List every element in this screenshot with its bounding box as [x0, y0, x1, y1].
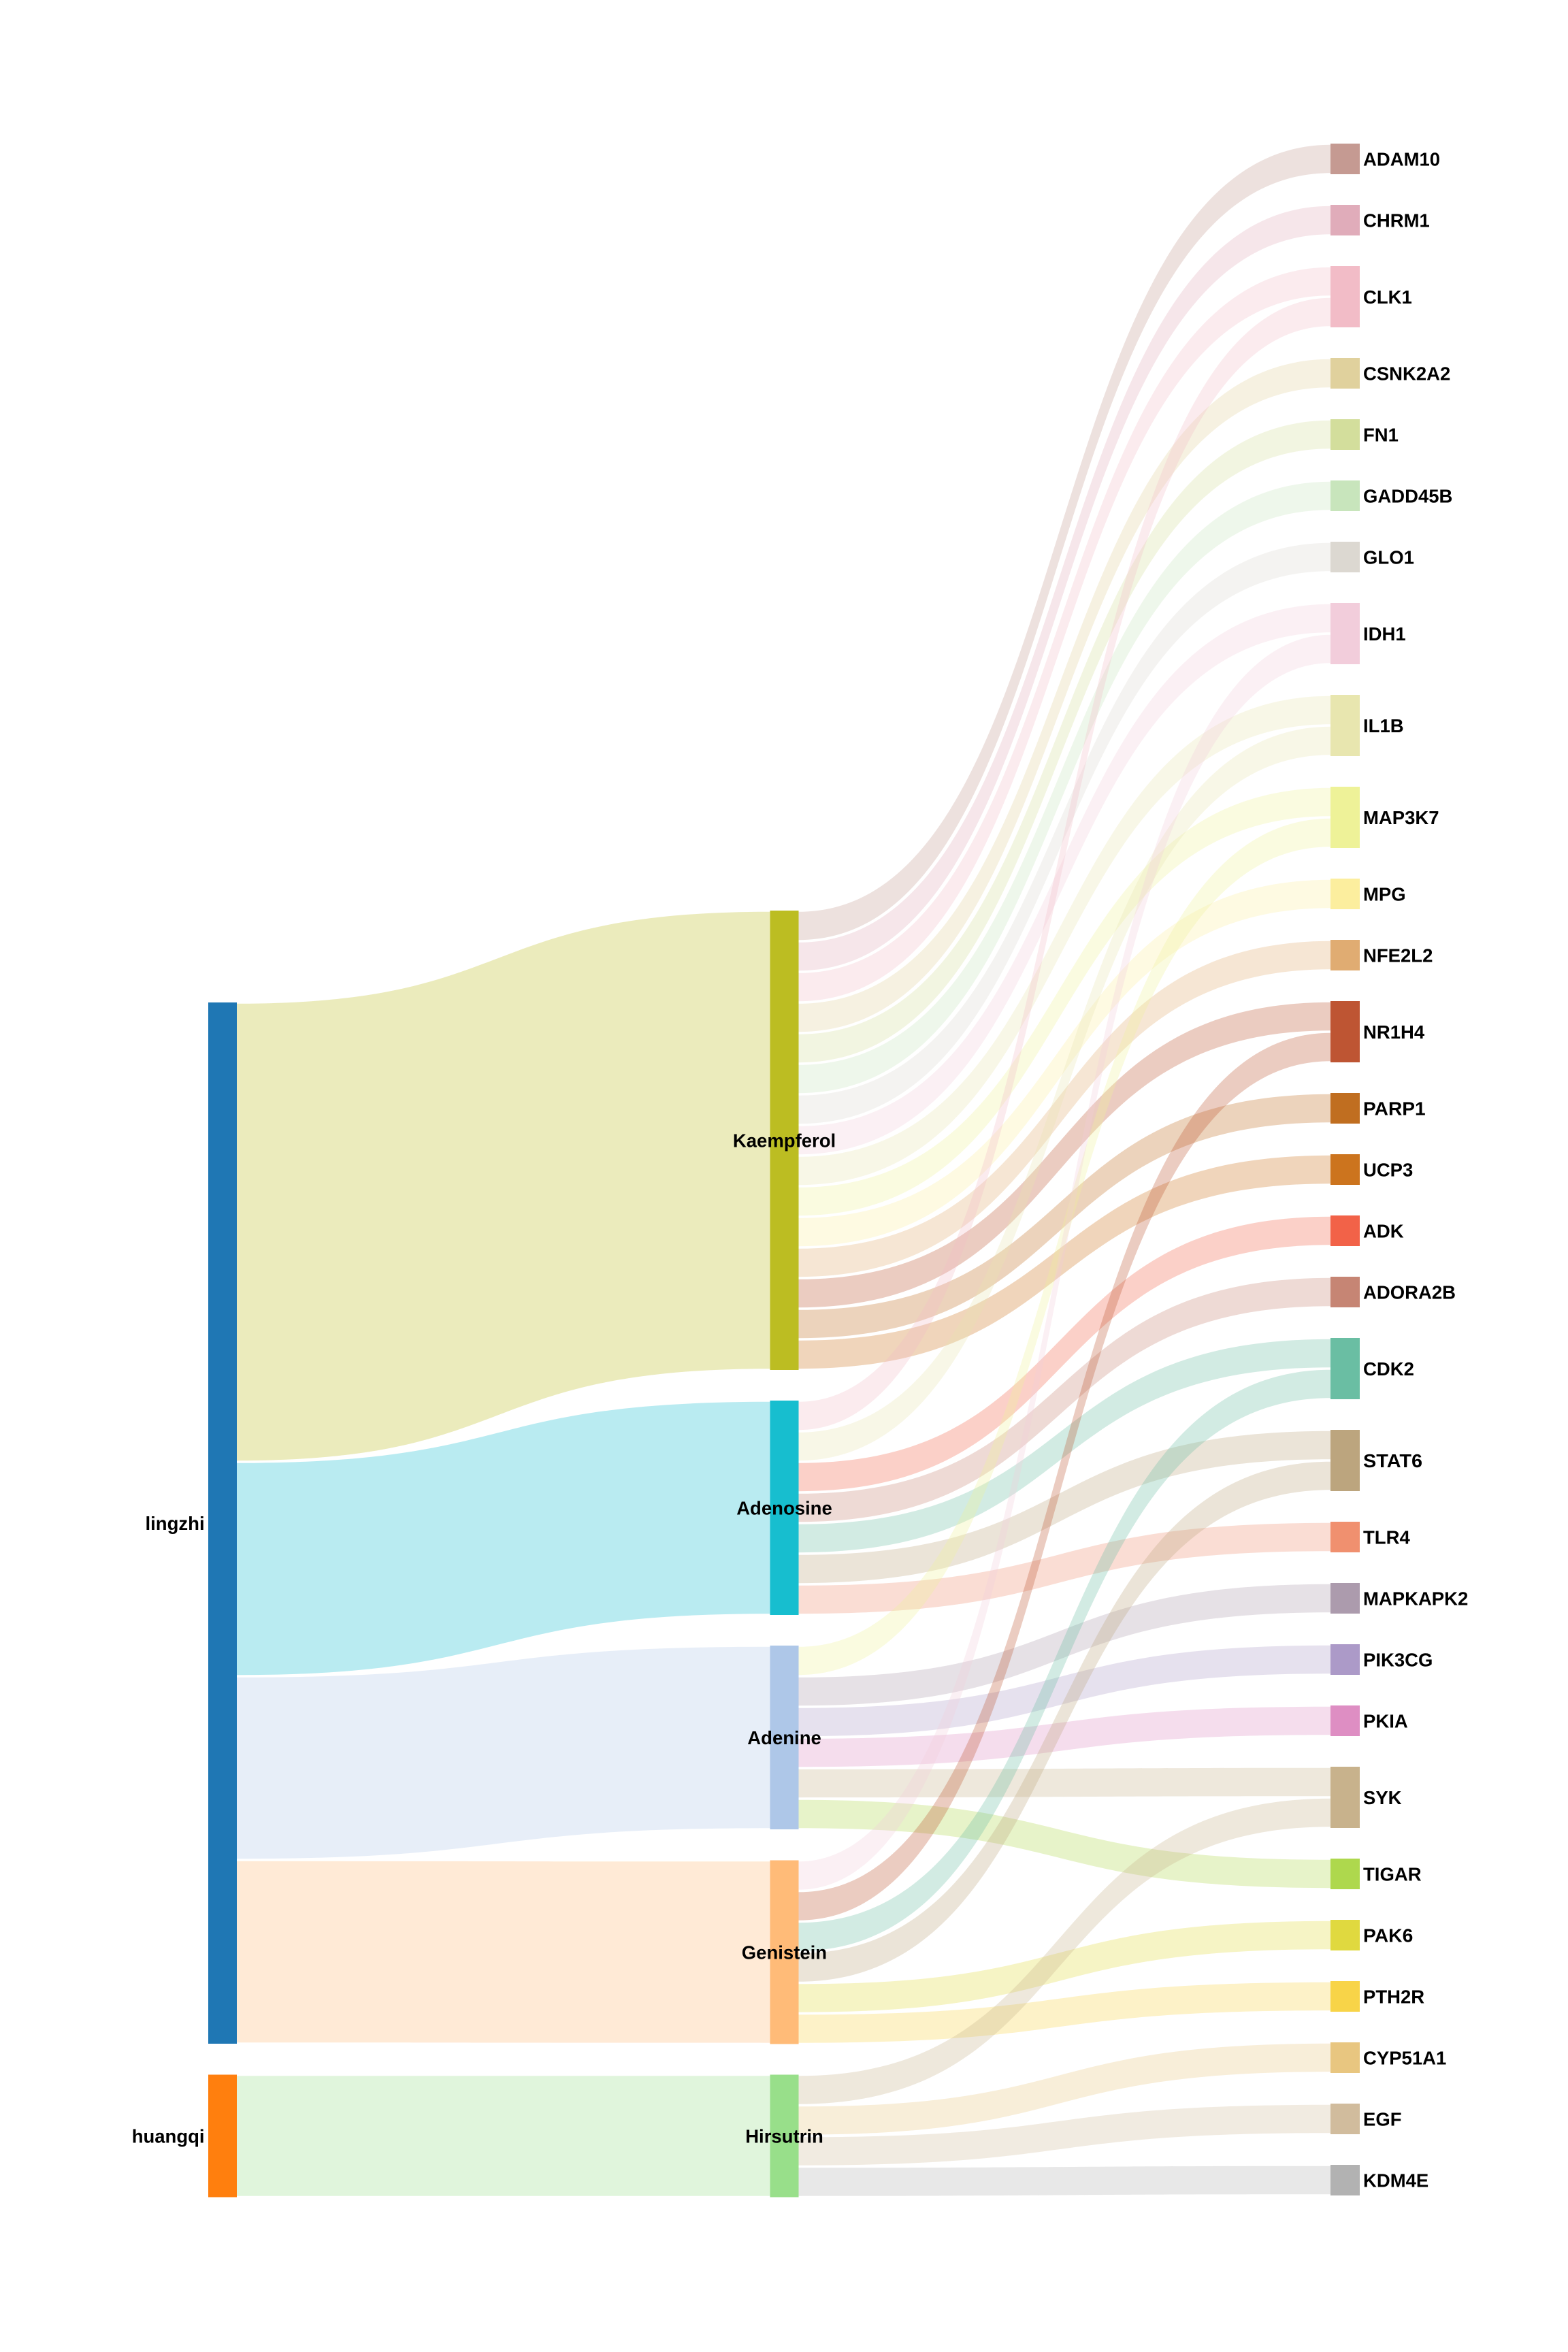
svg-text:PAK6: PAK6	[1363, 1925, 1413, 1946]
svg-text:CHRM1: CHRM1	[1363, 210, 1430, 231]
svg-text:IDH1: IDH1	[1363, 623, 1406, 644]
svg-text:MAPKAPK2: MAPKAPK2	[1363, 1588, 1468, 1609]
svg-text:CSNK2A2: CSNK2A2	[1363, 363, 1450, 384]
svg-text:TLR4: TLR4	[1363, 1526, 1411, 1548]
svg-text:Kaempferol: Kaempferol	[733, 1130, 836, 1151]
svg-text:SYK: SYK	[1363, 1787, 1402, 1808]
svg-text:PARP1: PARP1	[1363, 1098, 1426, 1119]
svg-text:ADAM10: ADAM10	[1363, 148, 1440, 169]
svg-text:KDM4E: KDM4E	[1363, 2170, 1428, 2191]
svg-text:NFE2L2: NFE2L2	[1363, 945, 1433, 966]
svg-text:huangqi: huangqi	[132, 2125, 205, 2146]
svg-text:lingzhi: lingzhi	[146, 1513, 205, 1534]
svg-text:PTH2R: PTH2R	[1363, 1986, 1424, 2007]
svg-text:MPG: MPG	[1363, 883, 1406, 904]
svg-text:GLO1: GLO1	[1363, 546, 1414, 568]
svg-text:PKIA: PKIA	[1363, 1710, 1408, 1731]
svg-text:CDK2: CDK2	[1363, 1358, 1414, 1379]
svg-text:ADORA2B: ADORA2B	[1363, 1281, 1456, 1303]
svg-text:CYP51A1: CYP51A1	[1363, 2047, 1446, 2068]
svg-text:Adenine: Adenine	[747, 1727, 821, 1748]
svg-text:TIGAR: TIGAR	[1363, 1863, 1422, 1884]
svg-text:FN1: FN1	[1363, 424, 1399, 445]
svg-text:GADD45B: GADD45B	[1363, 485, 1452, 506]
svg-text:NR1H4: NR1H4	[1363, 1022, 1425, 1043]
svg-text:EGF: EGF	[1363, 2108, 1402, 2129]
svg-text:CLK1: CLK1	[1363, 287, 1412, 308]
svg-text:UCP3: UCP3	[1363, 1159, 1413, 1180]
svg-text:IL1B: IL1B	[1363, 715, 1404, 736]
svg-text:Adenosine: Adenosine	[736, 1497, 832, 1518]
svg-text:Genistein: Genistein	[742, 1942, 827, 1963]
svg-text:ADK: ADK	[1363, 1220, 1404, 1241]
svg-text:MAP3K7: MAP3K7	[1363, 807, 1439, 828]
svg-text:PIK3CG: PIK3CG	[1363, 1649, 1433, 1670]
svg-text:STAT6: STAT6	[1363, 1450, 1422, 1471]
svg-text:Hirsutrin: Hirsutrin	[745, 2125, 823, 2146]
